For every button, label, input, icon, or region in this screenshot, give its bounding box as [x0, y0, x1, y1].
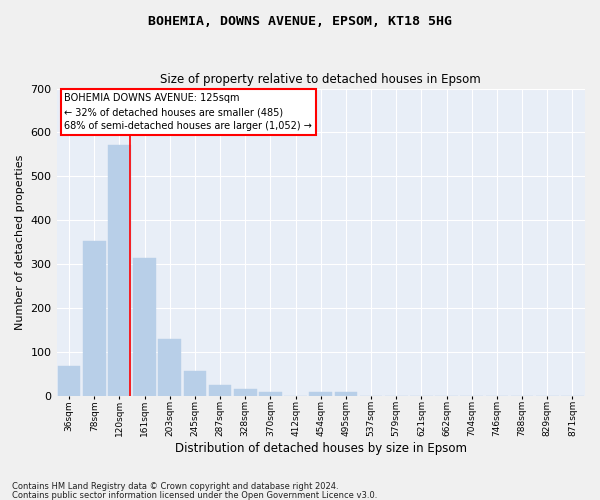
Bar	[335, 392, 357, 396]
Bar	[310, 392, 332, 396]
Text: BOHEMIA, DOWNS AVENUE, EPSOM, KT18 5HG: BOHEMIA, DOWNS AVENUE, EPSOM, KT18 5HG	[148, 15, 452, 28]
Bar	[133, 258, 156, 396]
Bar	[259, 392, 282, 396]
Bar	[108, 145, 131, 396]
Title: Size of property relative to detached houses in Epsom: Size of property relative to detached ho…	[160, 73, 481, 86]
Text: Contains public sector information licensed under the Open Government Licence v3: Contains public sector information licen…	[12, 490, 377, 500]
Bar	[234, 390, 257, 396]
Text: Contains HM Land Registry data © Crown copyright and database right 2024.: Contains HM Land Registry data © Crown c…	[12, 482, 338, 491]
Bar	[158, 339, 181, 396]
Bar	[209, 385, 232, 396]
Y-axis label: Number of detached properties: Number of detached properties	[15, 154, 25, 330]
Bar	[58, 366, 80, 396]
Text: BOHEMIA DOWNS AVENUE: 125sqm
← 32% of detached houses are smaller (485)
68% of s: BOHEMIA DOWNS AVENUE: 125sqm ← 32% of de…	[64, 93, 313, 131]
X-axis label: Distribution of detached houses by size in Epsom: Distribution of detached houses by size …	[175, 442, 467, 455]
Bar	[184, 371, 206, 396]
Bar	[83, 242, 106, 396]
